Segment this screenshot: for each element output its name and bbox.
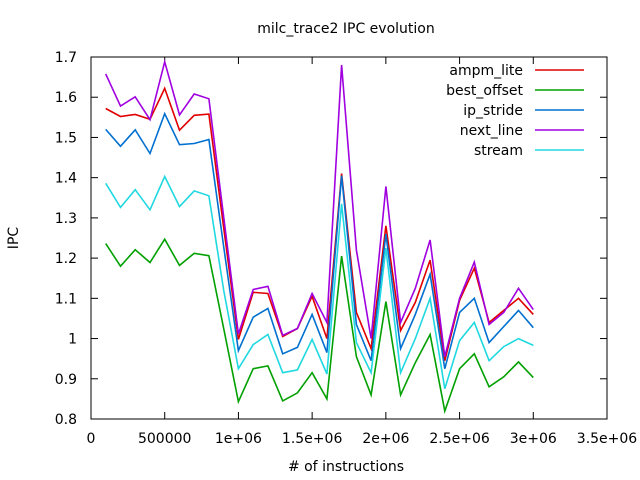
- x-tick-label: 0: [87, 431, 96, 447]
- axis-ticks: 0 500000 1e+06 1.5e+06 2e+06 2.5e+06 3e+06 3.5e…: [55, 50, 638, 447]
- x-tick-label: 2e+06: [362, 431, 409, 447]
- series-lines: [104, 58, 534, 415]
- y-tick-label: 1.6: [55, 90, 77, 106]
- legend-label-ampm-lite: ampm_lite: [449, 63, 523, 79]
- x-tick-label: 1.5e+06: [282, 431, 343, 447]
- x-tick-label: 500000: [138, 431, 191, 447]
- series-line-next-line: [104, 58, 534, 357]
- y-tick-label: 1: [68, 332, 77, 348]
- y-tick-label: 0.8: [55, 412, 77, 428]
- legend-label-stream: stream: [474, 143, 523, 159]
- series-line-best-offset: [105, 237, 534, 415]
- series-line-ampm-lite: [105, 86, 534, 361]
- y-tick-label: 1.3: [55, 211, 77, 227]
- y-axis-title: IPC: [6, 227, 22, 250]
- x-tick-label: 3e+06: [510, 431, 557, 447]
- x-tick-label: 3.5e+06: [577, 431, 638, 447]
- x-tick-label: 1e+06: [215, 431, 262, 447]
- series-line-stream: [105, 174, 534, 390]
- y-tick-label: 1.4: [55, 171, 77, 187]
- plot-frame: [90, 56, 608, 420]
- series-line-ip-stride: [105, 111, 534, 369]
- y-tick-label: 0.9: [55, 372, 77, 388]
- y-tick-label: 1.2: [55, 251, 77, 267]
- y-tick-label: 1.7: [55, 50, 77, 66]
- legend: ampm_lite best_offset ip_stride next_linest…: [446, 63, 584, 159]
- legend-label-best-offset: best_offset: [446, 83, 523, 99]
- y-tick-label: 1.1: [55, 291, 77, 307]
- x-axis-title: # of instructions: [288, 459, 404, 475]
- x-tick-label: 2.5e+06: [429, 431, 490, 447]
- y-tick-label: 1.5: [55, 130, 77, 146]
- chart-title: milc_trace2 IPC evolution: [257, 21, 434, 37]
- legend-label-next-line: next_line: [460, 123, 523, 139]
- legend-label-ip-stride: ip_stride: [463, 103, 523, 119]
